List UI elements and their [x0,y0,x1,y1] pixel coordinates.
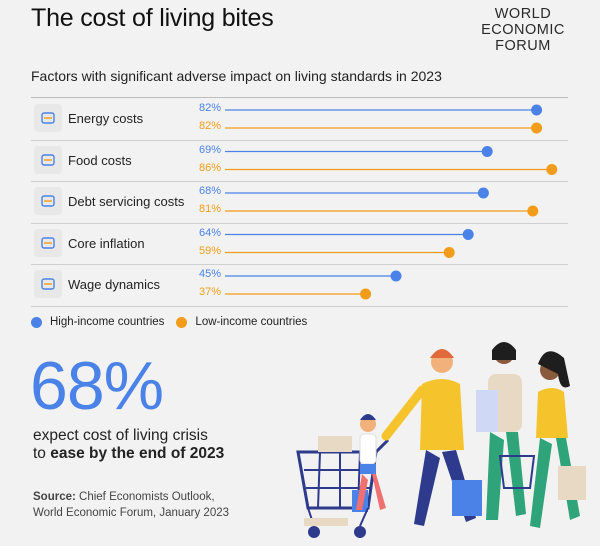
category-label: Debt servicing costs [68,194,185,209]
inflation-icon [34,228,62,257]
category-label: Food costs [68,152,132,168]
adult-figure-icon [476,342,536,520]
value-label-low: 59% [198,244,221,257]
legend-dot-high [31,316,42,328]
energy-icon [34,104,62,132]
debt-icon [34,187,62,215]
row-divider [31,181,568,182]
row-divider [31,305,568,307]
category-label: Energy costs [68,111,144,126]
source-line2: World Economic Forum, January 2023 [33,507,230,519]
adult-figure-icon [381,349,482,526]
value-label-low: 81% [198,203,221,215]
chart-row: Wage dynamics 45% 37% [31,265,568,306]
value-label-low: 82% [198,120,221,132]
value-label-low: 37% [198,286,221,298]
row-divider [31,139,568,141]
highlight-line1: expect cost of living crisis [33,427,208,444]
value-label-high: 68% [198,185,221,197]
shoppers-illustration [296,342,586,538]
chart-row: Energy costs 82% 82% [31,99,568,140]
value-label-low: 86% [198,161,221,174]
category-label: Core inflation [68,235,145,251]
value-label-high: 64% [198,226,221,239]
legend-item-high: High-income countries [31,316,164,328]
value-label-high: 82% [198,102,221,114]
highlight-description: expect cost of living crisis to ease by … [33,427,224,463]
logo-line: FORUM [495,38,551,54]
chart-row: Food costs 69% 86% [31,141,568,182]
chart-row: Debt servicing costs 68% 81% [31,182,568,223]
page-title: The cost of living bites [31,4,274,32]
adult-figure-icon [530,351,586,528]
legend-dot-low [176,316,188,328]
logo-line: WORLD [494,6,552,22]
category-label: Wage dynamics [68,277,160,292]
chart-row: Core inflation 64% 59% [31,224,568,265]
legend-label-low: Low-income countries [195,316,308,328]
legend-item-low: Low-income countries [176,316,307,328]
highlight-value: 68% [30,348,164,424]
source-note: Source: Chief Economists Outlook, World … [33,489,229,521]
source-label: Source: [33,491,76,503]
legend: High-income countries Low-income countri… [31,316,319,328]
row-divider [31,264,568,265]
source-line1: Chief Economists Outlook, [79,491,215,503]
wage-icon [34,270,62,298]
legend-label-high: High-income countries [50,316,165,328]
chart-title: Factors with significant adverse impact … [31,68,442,84]
row-divider [31,222,568,224]
food-icon [34,145,62,174]
value-label-high: 45% [198,268,221,280]
child-figure-icon [356,414,386,510]
chart-top-rule [31,97,568,98]
value-label-high: 69% [198,143,221,156]
highlight-line2-bold: ease by the end of 2023 [50,445,225,462]
logo-line: ECONOMIC [481,22,565,38]
wef-logo: WORLD ECONOMIC FORUM [468,6,578,54]
highlight-line2-prefix: to [33,445,51,462]
